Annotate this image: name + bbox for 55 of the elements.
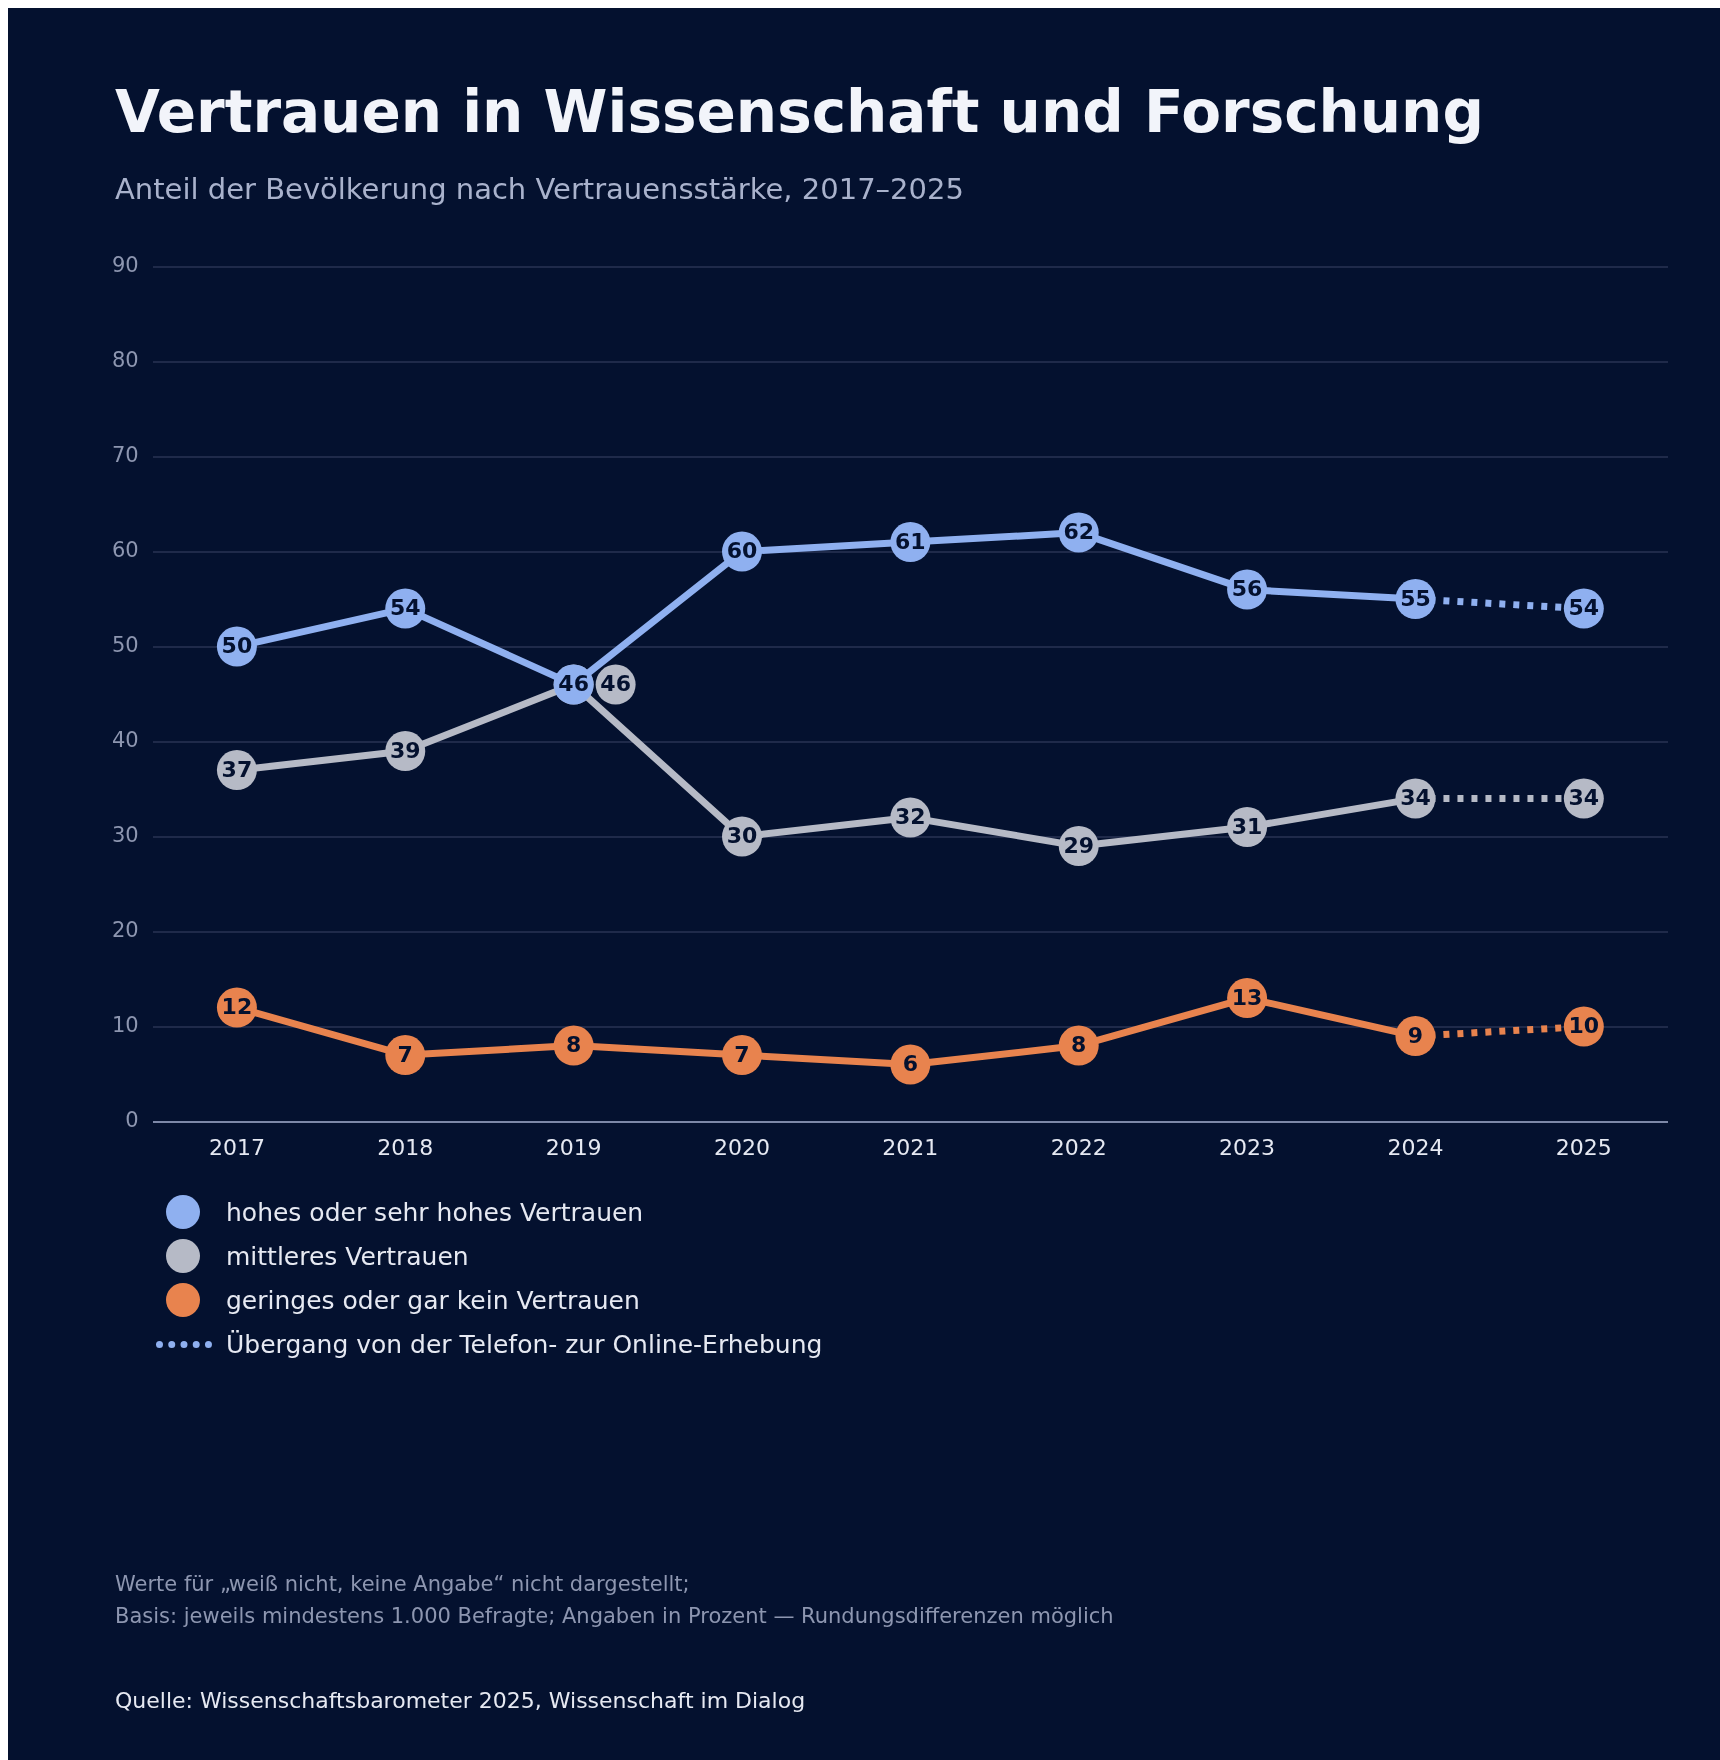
y-tick-label: 60	[111, 538, 139, 563]
data-label: 9	[1407, 1022, 1424, 1048]
data-label: 34	[1568, 785, 1600, 811]
data-label: 60	[726, 538, 758, 564]
chart-title: Vertrauen in Wissenschaft und Forschung	[115, 78, 1485, 146]
x-tick-label: 2022	[1050, 1134, 1107, 1160]
text: Werte für „weiß nicht, keine Angabe“ nicht dargestellt;	[115, 1571, 691, 1598]
data-label: 10	[1568, 1013, 1600, 1039]
y-tick-label: 90	[111, 253, 139, 278]
data-label: 46	[558, 671, 589, 697]
y-tick-label: 10	[111, 1013, 139, 1038]
y-tick-label: 70	[111, 443, 139, 468]
y-tick-label: 80	[111, 348, 139, 373]
data-label: 29	[1063, 832, 1095, 858]
data-label: 31	[1231, 813, 1263, 839]
x-tick-label: 2019	[545, 1134, 602, 1160]
data-label: 6	[902, 1051, 919, 1077]
data-label: 37	[221, 756, 253, 782]
legend-label: Übergang von der Telefon- zur Online-Erhebung	[226, 1329, 823, 1359]
data-label: 30	[726, 823, 758, 849]
y-tick-label: 50	[111, 633, 139, 658]
data-label: 62	[1063, 519, 1095, 545]
data-label: 7	[397, 1041, 413, 1067]
legend-label: hohes oder sehr hohes Vertrauen	[226, 1197, 644, 1227]
data-label: 55	[1400, 585, 1431, 611]
data-label: 39	[389, 737, 421, 763]
data-label: 12	[221, 994, 253, 1020]
y-tick-label: 40	[111, 728, 139, 753]
y-tick-label: 0	[125, 1108, 139, 1133]
data-label: 61	[895, 528, 926, 554]
source-note: Quelle: Wissenschaftsbarometer 2025, Wissenschaft im Dialog	[115, 1688, 806, 1713]
x-tick-label: 2021	[882, 1134, 939, 1160]
x-tick-label: 2023	[1219, 1134, 1276, 1160]
data-label: 8	[1071, 1032, 1087, 1058]
data-label: 32	[895, 804, 926, 830]
data-label: 56	[1231, 576, 1263, 602]
x-tick-label: 2024	[1387, 1134, 1444, 1160]
chart-subtitle: Anteil der Bevölkerung nach Vertrauensstärke, 2017–2025	[115, 172, 965, 206]
legend-label: mittleres Vertrauen	[226, 1241, 469, 1271]
data-label: 34	[1400, 785, 1431, 811]
x-tick-label: 2025	[1555, 1134, 1612, 1160]
data-label: 46	[600, 671, 631, 697]
y-tick-label: 20	[111, 918, 139, 943]
data-label: 54	[389, 595, 421, 621]
x-tick-label: 2017	[208, 1134, 265, 1160]
data-label: 13	[1231, 984, 1263, 1010]
y-tick-label: 30	[111, 823, 139, 848]
data-label: 54	[1568, 595, 1600, 621]
x-tick-label: 2018	[377, 1134, 434, 1160]
data-label: 50	[221, 633, 253, 659]
data-label: 7	[734, 1041, 750, 1067]
data-label: 8	[565, 1032, 582, 1058]
legend-label: geringes oder gar kein Vertrauen	[226, 1285, 640, 1315]
x-tick-label: 2020	[714, 1134, 770, 1160]
text: Basis: jeweils mindestens 1.000 Befragte; Angaben in Prozent — Rundungsdifferenzen möglich	[115, 1603, 1114, 1630]
